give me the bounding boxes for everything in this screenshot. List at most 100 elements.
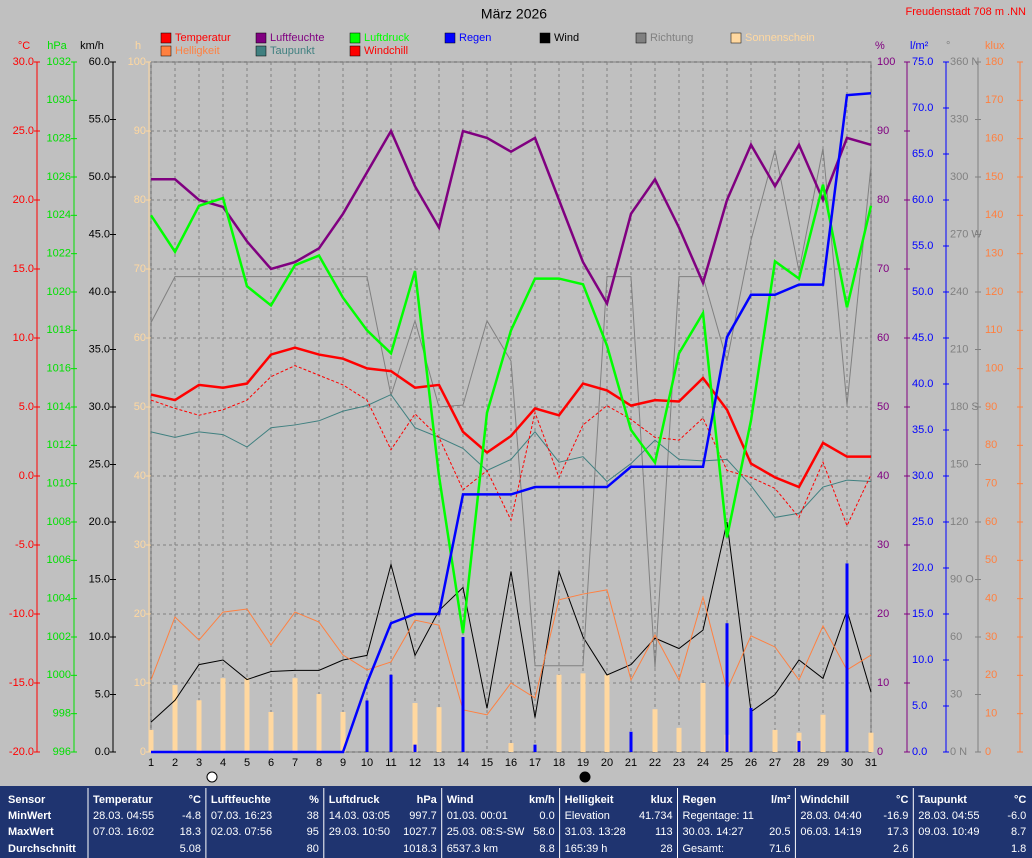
tick-label: 330 bbox=[950, 113, 968, 125]
bar bbox=[413, 744, 417, 752]
tick-label: 40 bbox=[134, 470, 146, 482]
tick-label: 90 bbox=[985, 401, 997, 413]
tick-label: 0.0 bbox=[95, 746, 110, 758]
group-unit: hPa bbox=[417, 794, 438, 806]
cell-value: 80 bbox=[307, 843, 319, 855]
bar bbox=[508, 743, 514, 752]
legend-swatch bbox=[349, 32, 361, 44]
x-tick-label: 26 bbox=[745, 757, 757, 769]
legend-swatch bbox=[730, 32, 742, 44]
bar bbox=[244, 678, 250, 752]
axis-unit: km/h bbox=[80, 40, 104, 52]
bar bbox=[292, 678, 298, 752]
tick-label: 55.0 bbox=[89, 113, 110, 125]
tick-label: 1006 bbox=[47, 554, 71, 566]
bar bbox=[172, 685, 178, 752]
cell-value: 8.8 bbox=[539, 843, 554, 855]
tick-label: 170 bbox=[985, 94, 1003, 106]
cell-note: 06.03. 14:19 bbox=[800, 826, 861, 838]
group-unit: km/h bbox=[529, 794, 555, 806]
tick-label: 10.0 bbox=[912, 654, 933, 666]
cell-value: 17.3 bbox=[887, 826, 908, 838]
cell-note: 29.03. 10:50 bbox=[329, 826, 390, 838]
tick-label: 50.0 bbox=[912, 286, 933, 298]
group-name: Wind bbox=[447, 794, 474, 806]
tick-label: 1026 bbox=[47, 171, 71, 183]
group-name: Windchill bbox=[800, 794, 849, 806]
tick-label: 120 bbox=[950, 516, 968, 528]
x-tick-label: 15 bbox=[481, 757, 493, 769]
cell-note: 09.03. 10:49 bbox=[918, 826, 979, 838]
legend-swatch bbox=[539, 32, 551, 44]
tick-label: 1018 bbox=[47, 324, 71, 336]
bar bbox=[196, 700, 202, 752]
x-tick-label: 12 bbox=[409, 757, 421, 769]
axis-unit: h bbox=[135, 40, 141, 52]
bar bbox=[629, 731, 633, 752]
tick-label: 35.0 bbox=[912, 424, 933, 436]
tick-label: 30 bbox=[950, 688, 962, 700]
legend-label: Richtung bbox=[650, 32, 693, 44]
legend-label: Regen bbox=[459, 32, 491, 44]
bar bbox=[772, 729, 778, 752]
tick-label: 180 bbox=[985, 56, 1003, 68]
tick-label: 15.0 bbox=[13, 263, 34, 275]
tick-label: 15.0 bbox=[89, 573, 110, 585]
x-tick-label: 29 bbox=[817, 757, 829, 769]
tick-label: 996 bbox=[53, 746, 71, 758]
tick-label: -20.0 bbox=[9, 746, 34, 758]
tick-label: 1020 bbox=[47, 286, 71, 298]
tick-label: 60 bbox=[134, 332, 146, 344]
tick-label: 30.0 bbox=[912, 470, 933, 482]
tick-label: 70 bbox=[134, 263, 146, 275]
tick-label: 1014 bbox=[47, 401, 71, 413]
bar bbox=[389, 674, 393, 752]
x-tick-label: 4 bbox=[220, 757, 226, 769]
tick-label: 30.0 bbox=[89, 401, 110, 413]
tick-label: 25.0 bbox=[89, 458, 110, 470]
row-label: MaxWert bbox=[8, 826, 54, 838]
group-name: Taupunkt bbox=[918, 794, 967, 806]
x-tick-label: 30 bbox=[841, 757, 853, 769]
tick-label: 20 bbox=[877, 608, 889, 620]
tick-label: 10.0 bbox=[89, 631, 110, 643]
x-tick-label: 23 bbox=[673, 757, 685, 769]
cell-note: 02.03. 07:56 bbox=[211, 826, 272, 838]
cell-value: -4.8 bbox=[182, 810, 201, 822]
group-name: Regen bbox=[683, 794, 717, 806]
legend-swatch bbox=[635, 32, 647, 44]
x-tick-label: 5 bbox=[244, 757, 250, 769]
tick-label: 60 bbox=[985, 516, 997, 528]
bar bbox=[700, 683, 706, 752]
legend-swatch bbox=[444, 32, 456, 44]
bar bbox=[749, 707, 753, 752]
series-line bbox=[149, 184, 873, 634]
cell-value: 95 bbox=[307, 826, 319, 838]
tick-label: 1022 bbox=[47, 248, 71, 260]
cell-value: 38 bbox=[307, 810, 319, 822]
tick-label: 30 bbox=[134, 539, 146, 551]
legend-label: Luftdruck bbox=[364, 32, 410, 44]
x-tick-label: 3 bbox=[196, 757, 202, 769]
series-line bbox=[150, 393, 872, 518]
tick-label: 1002 bbox=[47, 631, 71, 643]
cell-note: 14.03. 03:05 bbox=[329, 810, 390, 822]
x-tick-label: 8 bbox=[316, 757, 322, 769]
bar bbox=[797, 740, 801, 752]
bar bbox=[148, 729, 154, 752]
bar bbox=[820, 714, 826, 752]
series-line bbox=[151, 128, 872, 307]
bar bbox=[436, 707, 442, 752]
tick-label: 1004 bbox=[47, 593, 71, 605]
tick-label: 50.0 bbox=[89, 171, 110, 183]
tick-label: 20.0 bbox=[912, 562, 933, 574]
legend-label: Temperatur bbox=[175, 32, 231, 44]
tick-label: 5.0 bbox=[912, 700, 927, 712]
tick-label: 35.0 bbox=[89, 343, 110, 355]
axis-unit: hPa bbox=[47, 40, 67, 52]
x-tick-label: 22 bbox=[649, 757, 661, 769]
cell-note: 30.03. 14:27 bbox=[683, 826, 744, 838]
tick-label: 40.0 bbox=[912, 378, 933, 390]
cell-note: 28.03. 04:55 bbox=[918, 810, 979, 822]
bar bbox=[268, 711, 274, 752]
